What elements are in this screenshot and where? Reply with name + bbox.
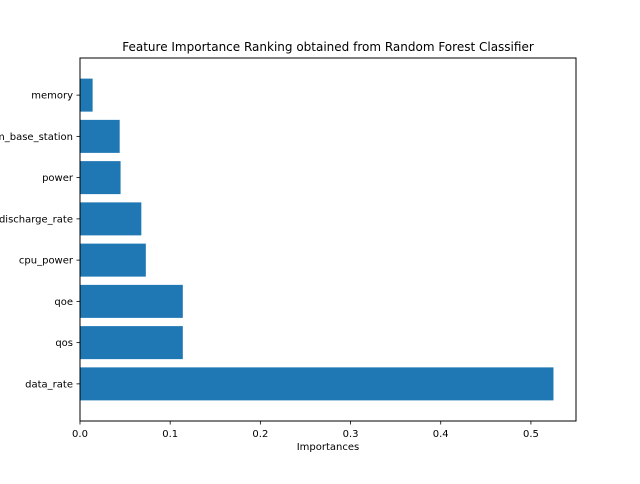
bar-distance-from-base-station	[80, 119, 120, 153]
y-axis: data_rate qos qoe cpu_power discharge_rate po…	[0, 91, 80, 390]
x-tick-label: 0.3	[343, 429, 359, 440]
x-tick-label: 0.1	[162, 429, 178, 440]
x-tick-label: 0.5	[523, 429, 539, 440]
chart-title: Feature Importance Ranking obtained from…	[122, 40, 534, 54]
x-tick-label: 0.2	[252, 429, 268, 440]
bar-qos	[80, 326, 183, 360]
bar-qoe	[80, 284, 183, 318]
y-tick-label: discharge_rate	[0, 214, 73, 225]
bar-cpu-power	[80, 243, 146, 277]
bar-power	[80, 161, 121, 195]
y-tick-label: cpu_power	[19, 256, 74, 267]
y-tick-label: data_rate	[25, 379, 73, 390]
bar-memory	[80, 78, 93, 112]
bar-discharge-rate	[80, 202, 142, 236]
plot-frame	[79, 57, 577, 422]
y-tick-label: qos	[55, 338, 73, 349]
bar-data-rate	[80, 367, 554, 401]
y-tick-label: power	[42, 173, 74, 184]
y-tick-label: distance_from_base_station	[0, 132, 73, 143]
x-tick-label: 0.0	[72, 429, 88, 440]
bars-layer	[80, 78, 554, 401]
y-tick-label: memory	[31, 91, 73, 102]
x-tick-label: 0.4	[433, 429, 449, 440]
x-axis-label: Importances	[297, 442, 360, 453]
x-axis: 0.0 0.1 0.2 0.3 0.4 0.5	[72, 421, 539, 440]
y-tick-label: qoe	[54, 297, 73, 308]
